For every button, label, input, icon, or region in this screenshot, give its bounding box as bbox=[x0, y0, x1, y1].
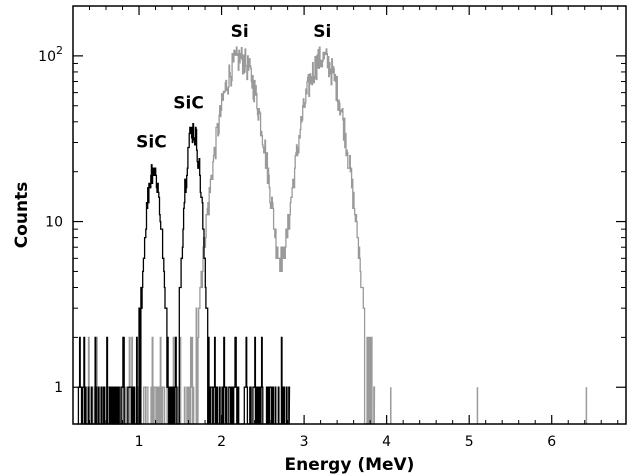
x-tick-label: 5 bbox=[465, 434, 474, 450]
black-spectrum-line bbox=[77, 122, 291, 425]
y-tick-label-exponent: 2 bbox=[56, 44, 63, 57]
gray-series-layer bbox=[85, 46, 588, 425]
x-tick-label: 3 bbox=[300, 434, 309, 450]
x-tick-label: 1 bbox=[135, 434, 144, 450]
black-series-layer bbox=[77, 122, 291, 425]
x-tick-label: 4 bbox=[382, 434, 391, 450]
peak-label: Si bbox=[313, 22, 331, 42]
x-axis-title: Energy (MeV) bbox=[285, 455, 415, 475]
x-tick-label: 6 bbox=[547, 434, 556, 450]
y-tick-label: 1 bbox=[54, 380, 63, 396]
gray-spectrum-line bbox=[85, 46, 376, 425]
y-tick-label: 102 bbox=[38, 44, 63, 65]
x-tick-label: 2 bbox=[217, 434, 226, 450]
y-tick-label-base: 10 bbox=[38, 49, 56, 65]
peak-label: SiC bbox=[173, 94, 204, 114]
y-tick-label: 10 bbox=[45, 215, 63, 231]
peak-label: SiC bbox=[136, 132, 167, 152]
peak-annotations: SiC SiC Si Si bbox=[136, 22, 331, 152]
peak-label: Si bbox=[231, 22, 249, 42]
plot-frame bbox=[72, 5, 627, 425]
tick-marks bbox=[73, 5, 626, 424]
y-axis-title: Counts bbox=[12, 182, 32, 249]
